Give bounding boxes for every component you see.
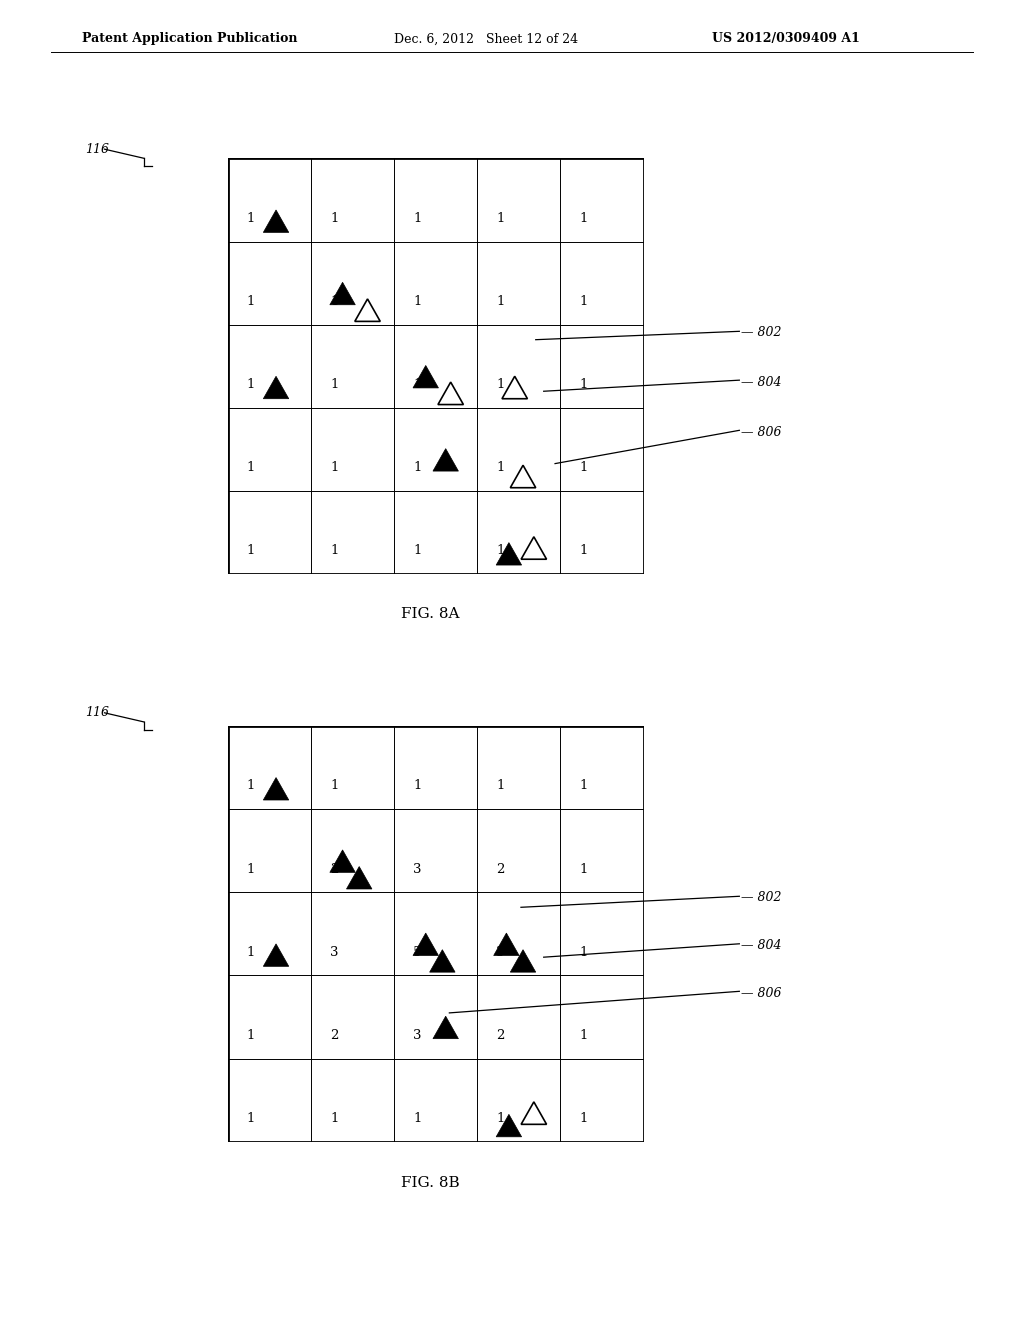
Polygon shape xyxy=(438,381,464,404)
Text: — 804: — 804 xyxy=(741,376,782,389)
Text: 1: 1 xyxy=(580,211,588,224)
Polygon shape xyxy=(413,933,438,956)
Text: 1: 1 xyxy=(414,461,422,474)
Text: 3: 3 xyxy=(330,945,339,958)
Text: 1: 1 xyxy=(247,211,255,224)
Text: 1: 1 xyxy=(247,862,255,875)
Polygon shape xyxy=(330,850,355,873)
Text: — 806: — 806 xyxy=(741,987,782,1001)
Text: Patent Application Publication: Patent Application Publication xyxy=(82,32,297,45)
Polygon shape xyxy=(263,376,289,399)
Text: 1: 1 xyxy=(330,378,339,391)
Text: 1: 1 xyxy=(497,294,505,308)
Polygon shape xyxy=(433,1016,459,1039)
Text: 1: 1 xyxy=(497,779,505,792)
Text: 1: 1 xyxy=(497,1111,505,1125)
Text: — 804: — 804 xyxy=(741,939,782,952)
Polygon shape xyxy=(346,866,372,888)
Text: 1: 1 xyxy=(580,862,588,875)
Text: 1: 1 xyxy=(580,294,588,308)
Text: 1: 1 xyxy=(497,544,505,557)
Text: 1: 1 xyxy=(247,461,255,474)
Text: 3: 3 xyxy=(413,1028,422,1041)
Text: FIG. 8A: FIG. 8A xyxy=(400,607,460,620)
Text: 1: 1 xyxy=(330,294,339,308)
Polygon shape xyxy=(497,1114,521,1137)
Text: 1: 1 xyxy=(414,211,422,224)
Text: 1: 1 xyxy=(580,1028,588,1041)
Text: 2: 2 xyxy=(330,1028,339,1041)
Text: 1: 1 xyxy=(247,1111,255,1125)
Text: 1: 1 xyxy=(414,544,422,557)
Text: 1: 1 xyxy=(414,779,422,792)
Polygon shape xyxy=(413,366,438,388)
Text: 1: 1 xyxy=(247,294,255,308)
Polygon shape xyxy=(521,537,547,560)
Polygon shape xyxy=(521,1102,547,1125)
Text: 1: 1 xyxy=(497,461,505,474)
Text: 2: 2 xyxy=(497,862,505,875)
Text: 1: 1 xyxy=(330,1111,339,1125)
Text: 2: 2 xyxy=(330,862,339,875)
Text: — 802: — 802 xyxy=(741,891,782,904)
Polygon shape xyxy=(263,944,289,966)
Polygon shape xyxy=(502,376,527,399)
Text: 1: 1 xyxy=(330,544,339,557)
Text: 1: 1 xyxy=(414,378,422,391)
Text: 116: 116 xyxy=(85,143,109,156)
Polygon shape xyxy=(263,777,289,800)
Polygon shape xyxy=(330,282,355,305)
Text: 1: 1 xyxy=(580,461,588,474)
Polygon shape xyxy=(494,933,519,956)
Text: 1: 1 xyxy=(580,779,588,792)
Text: 1: 1 xyxy=(330,211,339,224)
Text: — 806: — 806 xyxy=(741,426,782,440)
Text: 1: 1 xyxy=(247,1028,255,1041)
Text: US 2012/0309409 A1: US 2012/0309409 A1 xyxy=(712,32,859,45)
Text: 116: 116 xyxy=(85,706,109,719)
Text: 1: 1 xyxy=(497,211,505,224)
Text: 1: 1 xyxy=(247,779,255,792)
Polygon shape xyxy=(497,543,521,565)
Text: 2: 2 xyxy=(497,1028,505,1041)
Polygon shape xyxy=(510,949,536,972)
Text: 1: 1 xyxy=(414,294,422,308)
Text: — 802: — 802 xyxy=(741,326,782,339)
Text: 1: 1 xyxy=(330,461,339,474)
Text: 5: 5 xyxy=(414,945,422,958)
Text: Dec. 6, 2012   Sheet 12 of 24: Dec. 6, 2012 Sheet 12 of 24 xyxy=(394,32,579,45)
Polygon shape xyxy=(433,449,459,471)
Text: 3: 3 xyxy=(413,862,422,875)
Text: FIG. 8B: FIG. 8B xyxy=(400,1176,460,1189)
Text: 1: 1 xyxy=(414,1111,422,1125)
Polygon shape xyxy=(263,210,289,232)
Polygon shape xyxy=(510,465,536,487)
Text: 1: 1 xyxy=(580,378,588,391)
Text: 1: 1 xyxy=(247,544,255,557)
Text: 3: 3 xyxy=(497,945,505,958)
Text: 1: 1 xyxy=(330,779,339,792)
Text: 1: 1 xyxy=(247,378,255,391)
Text: 1: 1 xyxy=(580,945,588,958)
Text: 1: 1 xyxy=(497,378,505,391)
Polygon shape xyxy=(430,949,455,972)
Text: 1: 1 xyxy=(580,544,588,557)
Text: 1: 1 xyxy=(580,1111,588,1125)
Text: 1: 1 xyxy=(247,945,255,958)
Polygon shape xyxy=(354,298,380,321)
